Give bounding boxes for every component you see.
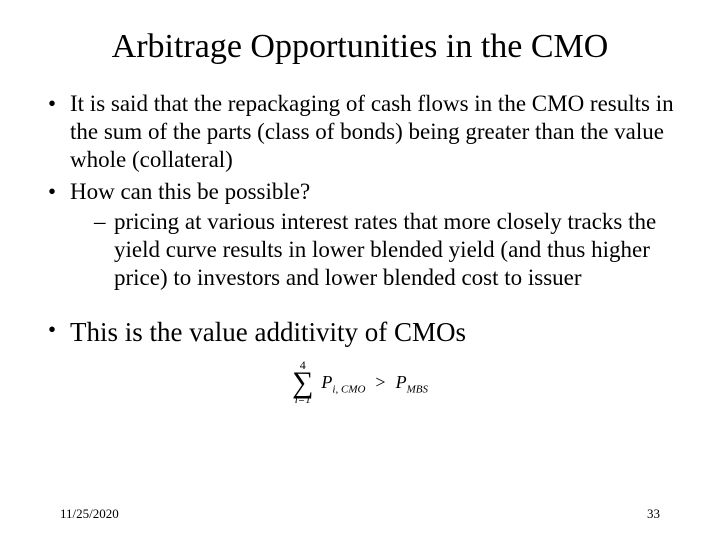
conclusion-item: This is the value additivity of CMOs: [48, 316, 680, 349]
conclusion-list: This is the value additivity of CMOs: [40, 316, 680, 349]
formula-operator: >: [375, 372, 385, 393]
sub-bullet-text-1: pricing at various interest rates that m…: [114, 209, 656, 290]
summation-symbol: 4 ∑ i=1: [292, 359, 313, 406]
sub-bullet-list: pricing at various interest rates that m…: [70, 208, 680, 292]
bullet-list: It is said that the repackaging of cash …: [40, 90, 680, 292]
formula-rhs: PMBS: [396, 372, 428, 393]
slide-title: Arbitrage Opportunities in the CMO: [40, 28, 680, 66]
conclusion-text: This is the value additivity of CMOs: [70, 317, 466, 347]
sub-bullet-item-1: pricing at various interest rates that m…: [94, 208, 680, 292]
sigma-icon: ∑: [292, 371, 313, 395]
formula-lhs: Pi, CMO: [321, 372, 365, 393]
lhs-base: P: [321, 372, 332, 392]
formula: 4 ∑ i=1 Pi, CMO > PMBS: [40, 359, 680, 406]
sum-lower-limit: i=1: [292, 395, 313, 406]
slide: Arbitrage Opportunities in the CMO It is…: [0, 0, 720, 540]
rhs-subscript: MBS: [407, 384, 428, 396]
bullet-text-2: How can this be possible?: [70, 179, 310, 204]
lhs-subscript: i, CMO: [332, 384, 365, 396]
bullet-text-1: It is said that the repackaging of cash …: [70, 91, 674, 172]
rhs-base: P: [396, 372, 407, 392]
footer-page-number: 33: [647, 506, 660, 522]
slide-footer: 11/25/2020 33: [60, 506, 660, 522]
footer-date: 11/25/2020: [60, 506, 119, 522]
bullet-item-1: It is said that the repackaging of cash …: [48, 90, 680, 174]
bullet-item-2: How can this be possible? pricing at var…: [48, 178, 680, 292]
